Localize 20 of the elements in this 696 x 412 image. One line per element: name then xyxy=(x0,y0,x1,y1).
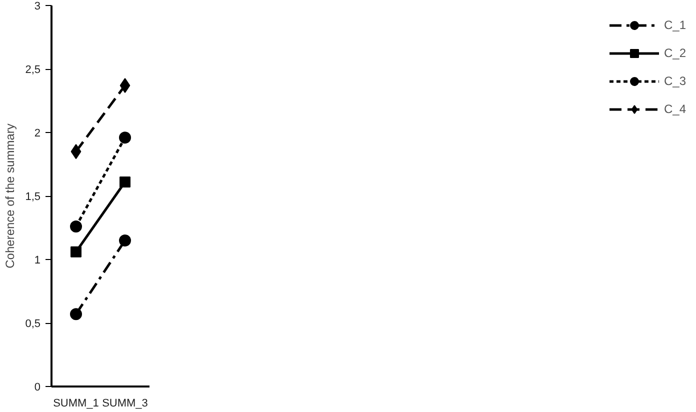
point xyxy=(119,132,131,144)
y-tick-label: 3 xyxy=(34,0,41,12)
legend-label: C_1 xyxy=(664,18,686,32)
point xyxy=(70,308,82,320)
legend-label: C_2 xyxy=(664,46,686,60)
y-tick-label: 2 xyxy=(34,128,41,140)
point xyxy=(119,234,131,246)
point xyxy=(120,176,130,188)
x-tick-label: SUMM_1 xyxy=(53,398,99,410)
point xyxy=(70,246,82,258)
y-tick-label: 2,5 xyxy=(25,64,41,76)
y-tick-label: 0 xyxy=(34,382,41,394)
y-tick-label: 1,5 xyxy=(25,191,41,203)
y-tick-label: 0,5 xyxy=(25,318,41,330)
legend-label: C_3 xyxy=(664,74,686,88)
point xyxy=(70,220,82,232)
legend-label: C_4 xyxy=(664,102,686,116)
y-tick-label: 1 xyxy=(34,254,41,266)
x-tick-label: SUMM_3 xyxy=(102,398,148,410)
y-axis-title: Coherence of the summary xyxy=(3,124,18,268)
